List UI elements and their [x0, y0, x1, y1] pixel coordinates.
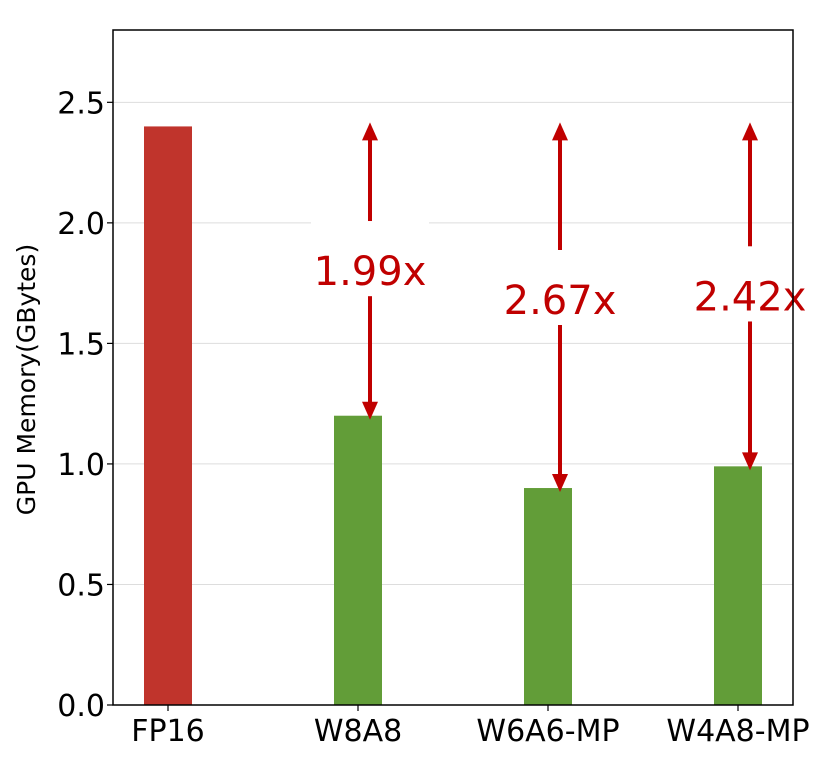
bar-w8a8 — [334, 415, 382, 705]
annotation-label: 1.99x — [314, 249, 427, 295]
bars — [144, 126, 762, 705]
y-tick-label-3: 1.5 — [57, 327, 105, 362]
x-tick-label-3: W4A8-MP — [666, 714, 809, 749]
annotation-label-bg — [311, 221, 429, 297]
bar-w6a6-mp — [524, 488, 572, 705]
y-tick-label-2: 1.0 — [57, 448, 105, 483]
annotation-label: 2.67x — [504, 278, 617, 324]
y-tick-label-5: 2.5 — [57, 86, 105, 121]
annotation-label-bg — [691, 246, 809, 322]
arrow-head-up — [742, 122, 758, 141]
y-axis-title: GPU Memory(GBytes) — [12, 244, 41, 515]
annotations: 1.99x 2.67x 2.42x — [311, 122, 809, 493]
x-tick-label-1: W8A8 — [314, 714, 402, 749]
ratio-annotation-0: 1.99x — [311, 122, 429, 420]
arrow-head-up — [552, 122, 568, 141]
y-tick-label-1: 0.5 — [57, 568, 105, 603]
y-tick-label-0: 0.0 — [57, 689, 105, 724]
arrow-head-down — [742, 452, 758, 471]
bar-w4a8-mp — [714, 466, 762, 705]
ratio-annotation-2: 2.42x — [691, 122, 809, 471]
x-axis-ticks: FP16 W8A8 W6A6-MP W4A8-MP — [131, 705, 810, 749]
y-axis-ticks: 0.0 0.5 1.0 1.5 2.0 2.5 — [57, 86, 113, 724]
gridlines — [113, 101, 793, 585]
plot-frame — [112, 29, 794, 706]
annotation-label-bg — [501, 250, 619, 325]
x-tick-label-0: FP16 — [131, 714, 205, 749]
arrow-head-up — [362, 122, 378, 141]
y-tick-label-4: 2.0 — [57, 207, 105, 242]
ratio-annotation-1: 2.67x — [501, 122, 619, 493]
x-tick-label-2: W6A6-MP — [476, 714, 619, 749]
annotation-label: 2.42x — [694, 274, 807, 320]
bar-fp16 — [144, 126, 192, 705]
arrow-head-down — [362, 401, 378, 420]
arrow-head-down — [552, 474, 568, 493]
